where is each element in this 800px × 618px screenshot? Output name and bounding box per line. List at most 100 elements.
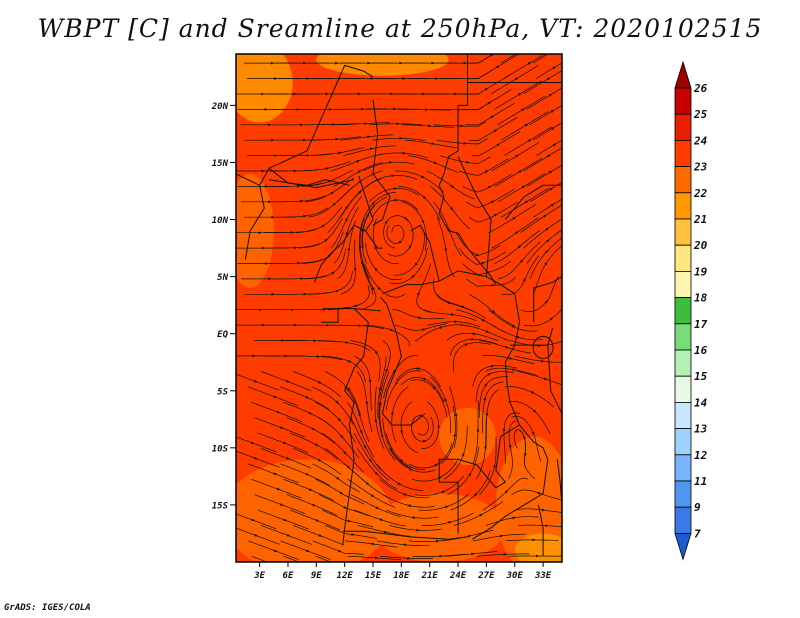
border-line: [380, 296, 426, 426]
colorbar-swatch: [674, 270, 692, 298]
streamline-arrow: [544, 299, 549, 304]
streamline: [378, 402, 396, 461]
streamline: [257, 509, 309, 530]
streamline-arrow: [490, 200, 495, 204]
streamline-arrow: [251, 518, 256, 522]
colorbar-label: 20: [693, 239, 708, 252]
streamline-arrow: [441, 490, 446, 494]
streamline-arrow: [550, 109, 555, 114]
lon-label: 24E: [449, 571, 467, 581]
streamline: [392, 309, 445, 320]
streamline-arrow: [344, 205, 349, 210]
streamline-arrow: [330, 191, 335, 195]
streamline-arrow: [521, 108, 526, 112]
streamline-arrow: [357, 190, 362, 195]
border-line: [504, 184, 562, 220]
colorbar-label: 7: [694, 527, 701, 540]
streamline: [293, 525, 344, 546]
streamline-arrow: [273, 549, 278, 552]
streamline: [358, 233, 374, 295]
streamline: [462, 173, 512, 193]
streamline: [266, 243, 320, 249]
streamline-arrow: [317, 380, 322, 384]
streamline-arrow: [550, 127, 555, 131]
colorbar-label: 19: [694, 265, 708, 278]
streamline-arrow: [479, 513, 483, 517]
colorbar-label: 25: [693, 108, 708, 121]
streamline-arrow: [328, 180, 332, 183]
streamline-arrow: [356, 160, 361, 163]
streamline: [491, 324, 543, 341]
streamline-arrow: [280, 503, 284, 506]
streamline: [350, 417, 382, 471]
streamline: [395, 170, 445, 193]
streamline-arrow: [487, 373, 492, 376]
streamline-arrow: [512, 216, 516, 220]
streamline-arrow: [254, 379, 258, 383]
streamline: [391, 386, 409, 443]
lat-label: 5N: [217, 273, 228, 283]
streamline-arrow: [530, 390, 535, 394]
streamline: [433, 121, 486, 127]
streamline: [315, 555, 333, 562]
field-patch: [514, 533, 562, 562]
streamline: [379, 478, 430, 499]
streamline: [465, 276, 516, 287]
streamline-arrow: [374, 245, 378, 250]
streamline: [361, 204, 376, 264]
colorbar-swatch: [674, 113, 692, 141]
map-title: WBPT [C] and Sreamline at 250hPa, VT: 20…: [37, 14, 763, 43]
streamline: [369, 123, 423, 126]
streamline: [414, 324, 466, 341]
lat-label: 10N: [212, 216, 229, 226]
streamline-arrow: [514, 77, 519, 81]
map-frame: [235, 53, 563, 563]
border-line: [382, 270, 516, 295]
streamline: [436, 294, 487, 319]
streamline: [389, 448, 436, 473]
streamline: [377, 355, 387, 419]
colorbar-label: 16: [694, 344, 708, 357]
streamline-arrow: [483, 396, 486, 401]
border-line: [537, 504, 544, 557]
streamline: [504, 386, 555, 408]
streamline: [286, 494, 338, 516]
streamline: [254, 494, 306, 515]
streamline: [401, 201, 427, 251]
streamline-arrow: [279, 426, 284, 429]
streamline-arrow: [481, 262, 485, 265]
streamline-arrow: [549, 187, 553, 191]
streamline: [251, 478, 303, 499]
streamline-arrow: [340, 434, 344, 439]
streamline-arrow: [461, 305, 466, 308]
streamline: [283, 555, 301, 562]
streamline: [427, 321, 481, 328]
border-line: [313, 224, 366, 283]
streamline-arrow: [522, 277, 526, 282]
streamline: [333, 206, 359, 264]
streamline-arrow: [275, 565, 277, 566]
streamline: [289, 432, 339, 460]
streamline-arrow: [337, 418, 342, 422]
streamline-arrow: [384, 220, 388, 224]
latitude-axis: 20N 15N 10N 5N EQ 5S 10S 15S: [211, 102, 236, 511]
streamline: [511, 489, 562, 501]
colorbar-label: 14: [694, 396, 708, 409]
streamline: [505, 539, 559, 542]
streamline: [380, 555, 434, 559]
streamline: [270, 258, 323, 264]
streamline-arrow: [537, 491, 542, 495]
streamline-arrow: [305, 472, 310, 476]
border-line: [547, 345, 562, 414]
streamline: [475, 417, 487, 480]
streamline: [372, 137, 426, 141]
streamline-arrow: [505, 345, 509, 349]
border-line: [471, 424, 549, 540]
streamline: [308, 270, 353, 295]
streamline-arrow: [543, 377, 548, 381]
colorbar-swatch: [674, 375, 692, 403]
streamline-arrow: [283, 441, 287, 445]
lon-label: 15E: [365, 571, 382, 581]
streamline-arrow: [374, 267, 378, 272]
streamline: [295, 306, 349, 311]
